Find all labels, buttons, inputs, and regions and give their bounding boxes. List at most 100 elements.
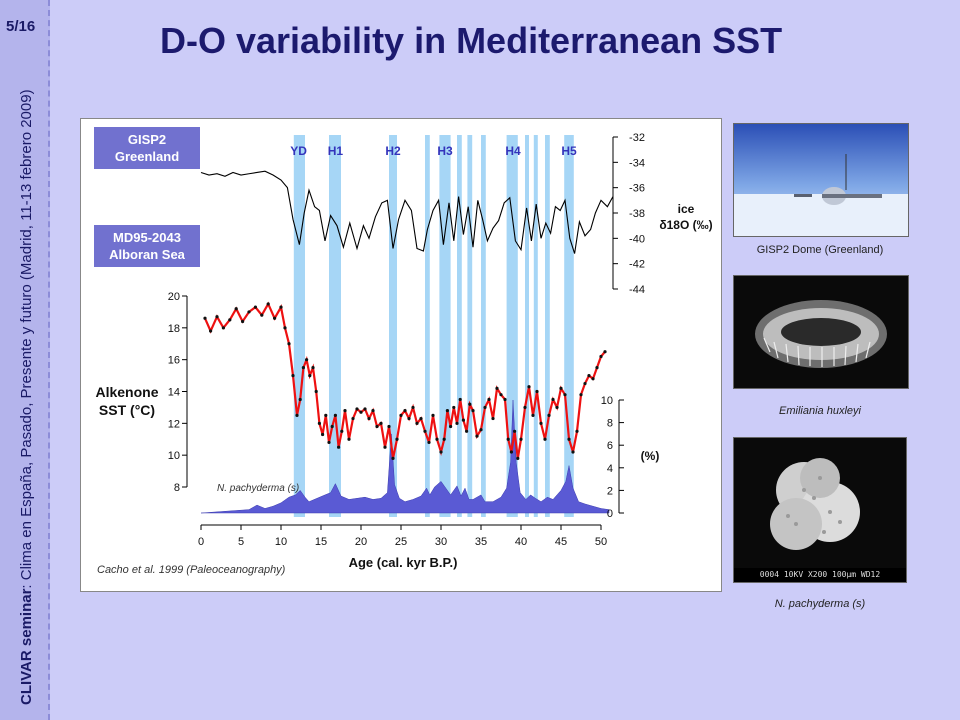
sst-point-29 — [337, 445, 341, 449]
sst-point-26 — [327, 440, 331, 445]
sst-point-86 — [551, 397, 555, 402]
pachyderma-image — [734, 438, 906, 568]
event-label-h3: H3 — [437, 144, 453, 158]
sst-point-91 — [571, 450, 575, 454]
pachyderma-photo: 0004 10KV X200 100μm WD12 — [733, 437, 907, 583]
sst-point-39 — [375, 424, 379, 429]
sst-point-15 — [291, 373, 295, 378]
sst-point-40 — [379, 421, 383, 425]
sst-point-50 — [419, 416, 423, 421]
sst-point-42 — [387, 424, 391, 429]
sst-point-3 — [221, 326, 225, 330]
sst-point-52 — [427, 440, 431, 445]
x-tick-label-5: 5 — [238, 536, 244, 548]
x-axis-title: Age (cal. kyr B.P.) — [349, 555, 458, 570]
sst-point-80 — [527, 385, 531, 389]
sst-point-33 — [351, 416, 355, 421]
sst-point-17 — [298, 397, 302, 402]
x-tick-label-15: 15 — [315, 536, 327, 548]
side-strip: 5/16 CLIVAR seminar: Clima en España, Pa… — [0, 0, 50, 720]
sst-point-60 — [455, 421, 459, 425]
sst-point-85 — [547, 413, 551, 417]
event-band-1 — [329, 135, 341, 517]
sst-point-89 — [563, 393, 567, 397]
sst-point-88 — [559, 386, 563, 390]
x-tick-label-25: 25 — [395, 536, 407, 548]
sst-point-10 — [266, 302, 270, 306]
event-label-h5: H5 — [561, 144, 577, 158]
seminar-caption: CLIVAR seminar: Clima en España, Pasado,… — [18, 89, 35, 705]
sst-point-57 — [445, 409, 449, 413]
sst-point-64 — [468, 402, 472, 406]
sst-point-46 — [403, 409, 407, 413]
sst-point-95 — [587, 373, 591, 378]
sst-axis-label-line1: Alkenone — [95, 384, 159, 400]
sst-point-51 — [423, 429, 427, 433]
sst-point-54 — [435, 437, 439, 441]
sst-point-11 — [273, 316, 277, 320]
sst-point-49 — [415, 421, 419, 425]
ice-tick-label-34: -34 — [629, 157, 645, 169]
x-tick-label-50: 50 — [595, 536, 607, 548]
sst-point-56 — [442, 437, 446, 441]
sst-point-83 — [539, 421, 543, 425]
sst-line — [203, 301, 606, 459]
sst-point-74 — [506, 437, 510, 441]
sst-tick-label-14: 14 — [168, 387, 180, 399]
ice-tick-label-32: -32 — [629, 132, 645, 144]
sst-point-18 — [301, 366, 305, 370]
micrograph-strip: 0004 10KV X200 100μm WD12 — [734, 568, 906, 582]
sst-tick-label-10: 10 — [168, 450, 180, 462]
event-band-11 — [545, 135, 550, 517]
sst-point-5 — [234, 307, 238, 311]
sst-point-23 — [317, 421, 321, 425]
pachyderma-series-label: N. pachyderma (s) — [217, 483, 299, 494]
sst-point-0 — [203, 316, 207, 320]
sst-point-78 — [519, 437, 523, 441]
sst-point-43 — [391, 456, 395, 460]
pachyderma-area — [200, 399, 610, 514]
x-tick-label-20: 20 — [355, 536, 367, 548]
ice-axis-label: ice δ18O (‰) — [653, 201, 719, 233]
sst-point-73 — [503, 397, 507, 402]
x-tick-label-35: 35 — [475, 536, 487, 548]
sst-point-2 — [215, 315, 219, 319]
sst-point-21 — [311, 366, 315, 370]
sst-point-55 — [439, 450, 443, 454]
sst-point-62 — [461, 418, 465, 422]
event-band-6 — [467, 135, 473, 517]
sst-point-28 — [333, 413, 337, 417]
sst-point-65 — [471, 409, 475, 413]
sst-point-37 — [367, 416, 371, 421]
event-band-4 — [439, 135, 451, 517]
sst-point-25 — [324, 413, 328, 417]
ice-tick-label-42: -42 — [629, 259, 645, 271]
photo2-caption: Emiliania huxleyi — [779, 405, 861, 417]
sst-point-41 — [383, 445, 387, 449]
emiliania-image — [734, 276, 908, 388]
pct-tick-label-4: 4 — [607, 463, 613, 475]
pct-axis-label: (%) — [640, 449, 660, 463]
ice-axis-label-line1: ice — [677, 202, 695, 216]
alboran-tag: MD95-2043 Alboran Sea — [94, 225, 200, 267]
sst-point-70 — [491, 416, 495, 421]
gisp2-ice-line — [200, 170, 614, 254]
sst-point-13 — [283, 326, 287, 330]
photo1-caption: GISP2 Dome (Greenland) — [756, 244, 884, 256]
event-band-7 — [481, 135, 486, 517]
sst-point-94 — [583, 381, 587, 386]
sst-axis-label: Alkenone SST (°C) — [85, 383, 169, 419]
sst-point-97 — [595, 366, 599, 370]
sst-point-61 — [458, 397, 462, 402]
sst-point-48 — [411, 405, 415, 410]
sst-point-12 — [279, 305, 283, 309]
sst-point-66 — [475, 434, 479, 438]
gisp2-dome-photo — [733, 123, 909, 237]
seminar-details: : Clima en España, Pasado, Presente y fu… — [18, 89, 35, 589]
pct-tick-label-0: 0 — [607, 508, 613, 520]
sst-point-81 — [531, 413, 535, 417]
ice-axis-label-line2: δ18O (‰) — [659, 218, 713, 232]
ice-tick-label-44: -44 — [629, 284, 645, 296]
pct-tick-label-2: 2 — [607, 485, 613, 497]
sst-point-20 — [308, 373, 312, 378]
